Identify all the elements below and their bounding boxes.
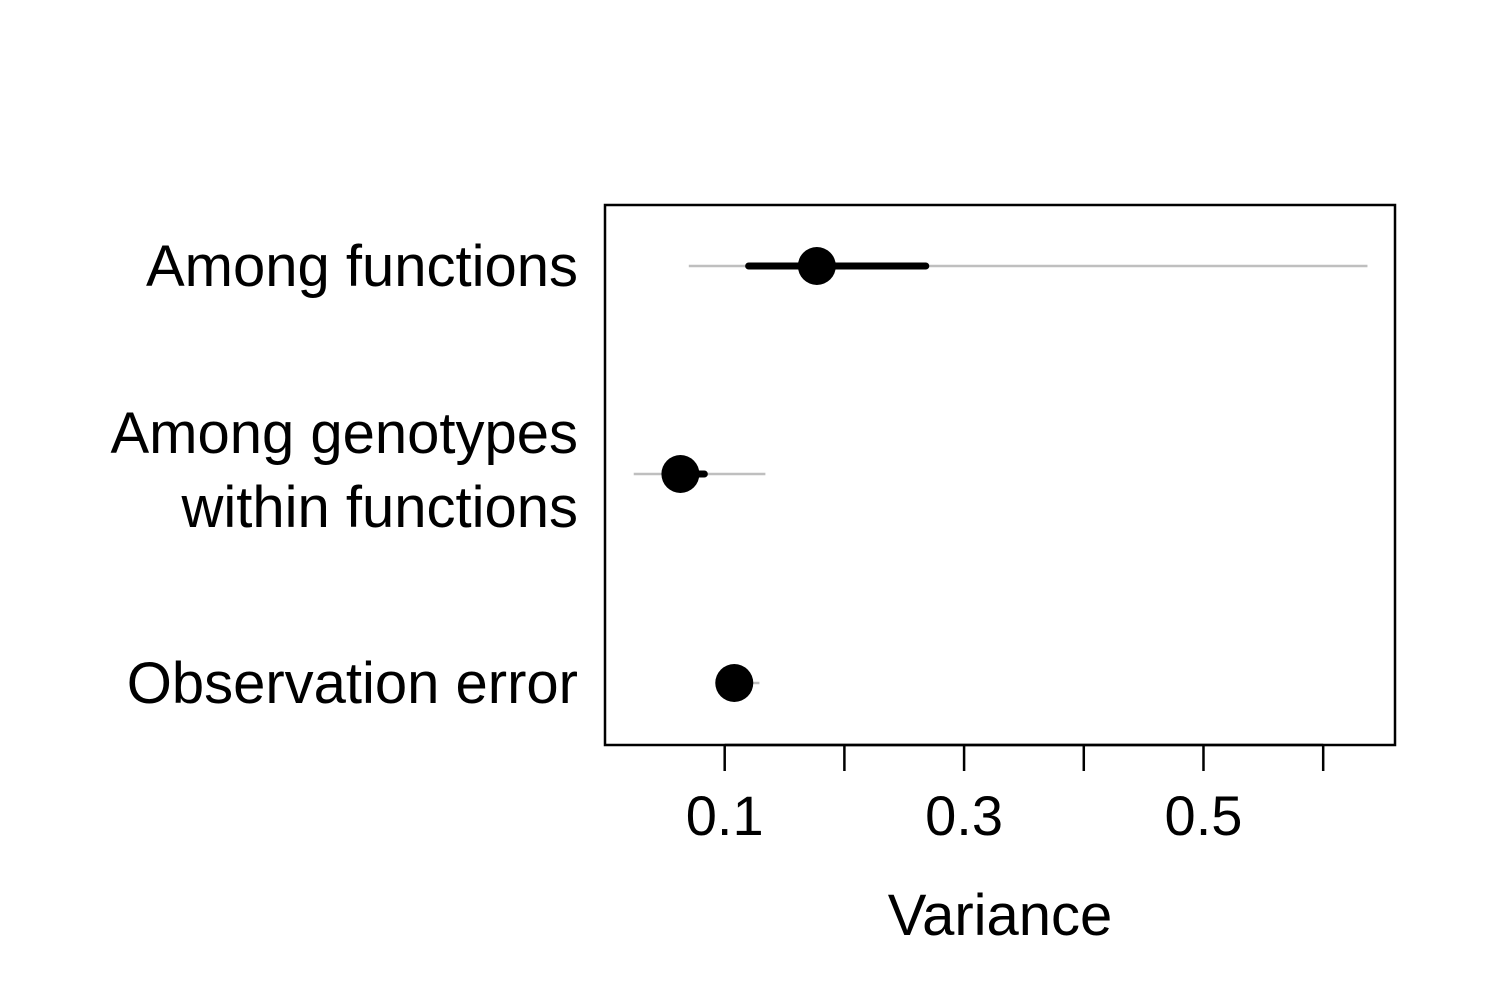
- x-tick-label: 0.5: [1165, 784, 1243, 847]
- x-axis-title: Variance: [888, 883, 1113, 948]
- category-label: within functions: [180, 475, 578, 540]
- point-estimate: [797, 247, 836, 285]
- category-label: Among genotypes: [110, 401, 578, 466]
- chart-marks: Among functions Among genotypes within fun…: [110, 234, 1368, 716]
- category-label: Among functions: [146, 234, 578, 299]
- x-tick-label: 0.1: [686, 784, 764, 847]
- category-label: Observation error: [127, 651, 578, 716]
- x-tick-label: 0.3: [925, 784, 1003, 847]
- point-estimate: [661, 455, 700, 493]
- point-estimate: [715, 664, 754, 702]
- x-axis: 0.1 0.3 0.5: [686, 743, 1325, 847]
